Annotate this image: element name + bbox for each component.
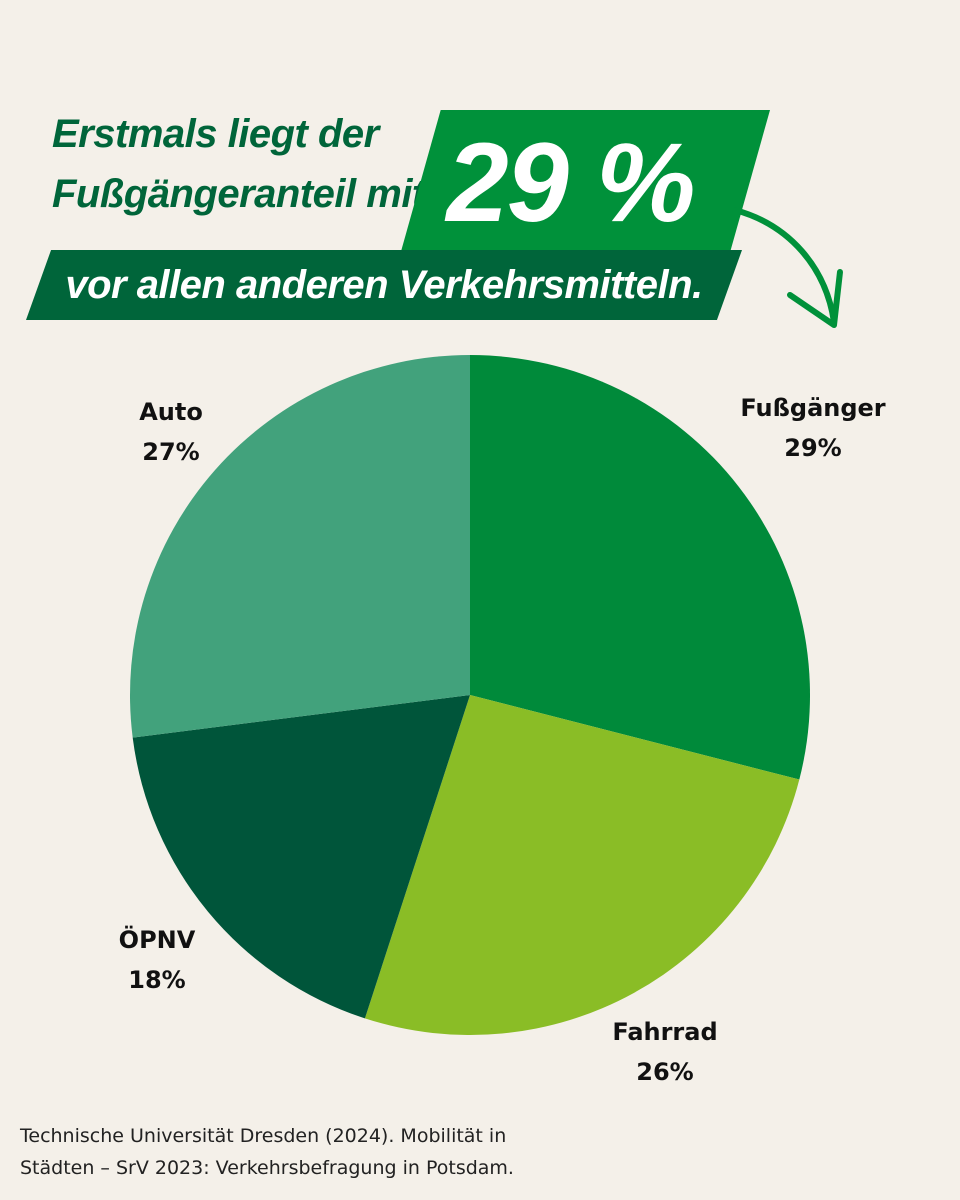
pie-slice--pnv — [132, 695, 470, 1019]
headline-banner — [26, 250, 742, 320]
pie-slice-fu-g-nger — [470, 355, 811, 780]
headline-line1: Erstmals liegt der — [52, 112, 379, 156]
slice-label-name: Fahrrad — [612, 1018, 718, 1046]
pie-slice-auto — [129, 355, 471, 738]
slice-label-auto: Auto 27% — [106, 392, 236, 472]
slice-label-name: Fußgänger — [740, 394, 886, 422]
headline-line2: Fußgängeranteil mit — [52, 172, 425, 216]
headline-banner-text: vor allen anderen Verkehrsmitteln. — [65, 262, 703, 307]
slice-label-name: ÖPNV — [118, 926, 196, 954]
arrow-head — [787, 269, 843, 328]
slice-label-fussgaenger: Fußgänger 29% — [728, 388, 898, 468]
pie-slice-fahrrad — [364, 695, 800, 1036]
slice-label-value: 27% — [142, 438, 200, 466]
slice-label-value: 18% — [128, 966, 186, 994]
highlight-box — [400, 110, 770, 255]
slice-label-oepnv: ÖPNV 18% — [92, 920, 222, 1000]
source-line2: Städten – SrV 2023: Verkehrsbefragung in… — [20, 1157, 514, 1179]
arrow-icon — [732, 207, 837, 325]
source-line1: Technische Universität Dresden (2024). M… — [20, 1125, 507, 1147]
slice-label-name: Auto — [139, 398, 203, 426]
slice-label-value: 26% — [636, 1058, 694, 1086]
highlight-number: 29 % — [446, 120, 695, 245]
source-citation: Technische Universität Dresden (2024). M… — [20, 1120, 580, 1184]
slice-label-fahrrad: Fahrrad 26% — [590, 1012, 740, 1092]
slice-label-value: 29% — [784, 434, 842, 462]
